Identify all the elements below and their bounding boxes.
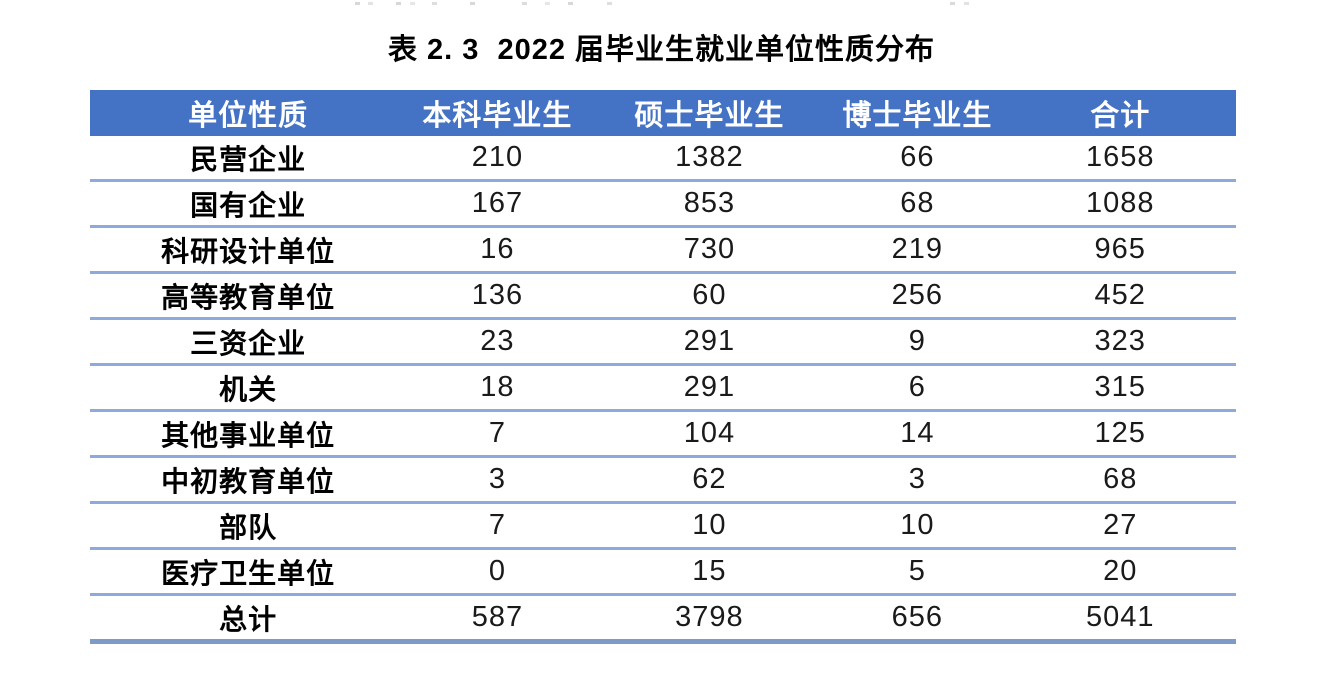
row-value-cell: 3798 bbox=[588, 594, 831, 644]
row-value-cell: 62 bbox=[588, 456, 831, 504]
row-label-cell: 机关 bbox=[90, 364, 407, 412]
table-caption: 表 2. 3 2022 届毕业生就业单位性质分布 bbox=[387, 34, 936, 66]
row-label-cell: 科研设计单位 bbox=[90, 226, 407, 274]
row-value-cell: 18 bbox=[406, 364, 589, 412]
column-header-bachelor: 本科毕业生 bbox=[406, 90, 589, 136]
row-value-cell: 16 bbox=[406, 226, 589, 274]
row-value-cell: 104 bbox=[588, 410, 831, 458]
row-value-cell: 587 bbox=[406, 594, 589, 644]
row-label-cell: 国有企业 bbox=[90, 180, 407, 228]
row-value-cell: 5041 bbox=[1004, 594, 1236, 644]
row-value-cell: 27 bbox=[1004, 502, 1236, 550]
table-row: 国有企业 167 853 68 1088 bbox=[90, 180, 1236, 228]
row-value-cell: 167 bbox=[406, 180, 589, 228]
row-value-cell: 315 bbox=[1004, 364, 1236, 412]
row-value-cell: 452 bbox=[1004, 272, 1236, 320]
cropped-text-remnant bbox=[0, 2, 5, 5]
row-value-cell: 291 bbox=[588, 318, 831, 366]
column-header-master: 硕士毕业生 bbox=[588, 90, 831, 136]
table-row: 部队 7 10 10 27 bbox=[90, 502, 1236, 550]
table-row: 医疗卫生单位 0 15 5 20 bbox=[90, 548, 1236, 596]
row-value-cell: 0 bbox=[406, 548, 589, 596]
header-row: 单位性质 本科毕业生 硕士毕业生 博士毕业生 合计 bbox=[90, 90, 1236, 136]
row-value-cell: 125 bbox=[1004, 410, 1236, 458]
row-value-cell: 68 bbox=[1004, 456, 1236, 504]
row-value-cell: 7 bbox=[406, 410, 589, 458]
row-value-cell: 23 bbox=[406, 318, 589, 366]
row-label-cell: 医疗卫生单位 bbox=[90, 548, 407, 596]
row-label-cell: 中初教育单位 bbox=[90, 456, 407, 504]
table-row-total: 总计 587 3798 656 5041 bbox=[90, 594, 1236, 644]
row-value-cell: 3 bbox=[830, 456, 1005, 504]
row-value-cell: 14 bbox=[830, 410, 1005, 458]
column-header-unit-type: 单位性质 bbox=[90, 90, 407, 136]
table-row: 中初教育单位 3 62 3 68 bbox=[90, 456, 1236, 504]
row-value-cell: 7 bbox=[406, 502, 589, 550]
row-value-cell: 60 bbox=[588, 272, 831, 320]
column-header-total: 合计 bbox=[1004, 90, 1236, 136]
table-row: 机关 18 291 6 315 bbox=[90, 364, 1236, 412]
row-label-cell: 总计 bbox=[90, 594, 407, 644]
row-label-cell: 民营企业 bbox=[90, 136, 407, 182]
table-row: 高等教育单位 136 60 256 452 bbox=[90, 272, 1236, 320]
row-value-cell: 9 bbox=[830, 318, 1005, 366]
row-value-cell: 10 bbox=[830, 502, 1005, 550]
employment-unit-table: 单位性质 本科毕业生 硕士毕业生 博士毕业生 合计 民营企业 210 1382 … bbox=[90, 90, 1236, 644]
row-value-cell: 136 bbox=[406, 272, 589, 320]
row-value-cell: 965 bbox=[1004, 226, 1236, 274]
row-value-cell: 3 bbox=[406, 456, 589, 504]
row-value-cell: 1088 bbox=[1004, 180, 1236, 228]
row-label-cell: 高等教育单位 bbox=[90, 272, 407, 320]
row-value-cell: 1658 bbox=[1004, 136, 1236, 182]
row-value-cell: 656 bbox=[830, 594, 1005, 644]
row-label-cell: 其他事业单位 bbox=[90, 410, 407, 458]
row-value-cell: 256 bbox=[830, 272, 1005, 320]
row-value-cell: 6 bbox=[830, 364, 1005, 412]
row-value-cell: 15 bbox=[588, 548, 831, 596]
table-row: 科研设计单位 16 730 219 965 bbox=[90, 226, 1236, 274]
row-value-cell: 219 bbox=[830, 226, 1005, 274]
row-value-cell: 66 bbox=[830, 136, 1005, 182]
row-value-cell: 1382 bbox=[588, 136, 831, 182]
row-label-cell: 部队 bbox=[90, 502, 407, 550]
row-value-cell: 210 bbox=[406, 136, 589, 182]
row-value-cell: 20 bbox=[1004, 548, 1236, 596]
table-row: 民营企业 210 1382 66 1658 bbox=[90, 136, 1236, 182]
row-value-cell: 68 bbox=[830, 180, 1005, 228]
row-value-cell: 291 bbox=[588, 364, 831, 412]
row-label-cell: 三资企业 bbox=[90, 318, 407, 366]
column-header-doctor: 博士毕业生 bbox=[830, 90, 1005, 136]
row-value-cell: 5 bbox=[830, 548, 1005, 596]
row-value-cell: 853 bbox=[588, 180, 831, 228]
row-value-cell: 730 bbox=[588, 226, 831, 274]
row-value-cell: 10 bbox=[588, 502, 831, 550]
row-value-cell: 323 bbox=[1004, 318, 1236, 366]
table-row: 三资企业 23 291 9 323 bbox=[90, 318, 1236, 366]
table-row: 其他事业单位 7 104 14 125 bbox=[90, 410, 1236, 458]
